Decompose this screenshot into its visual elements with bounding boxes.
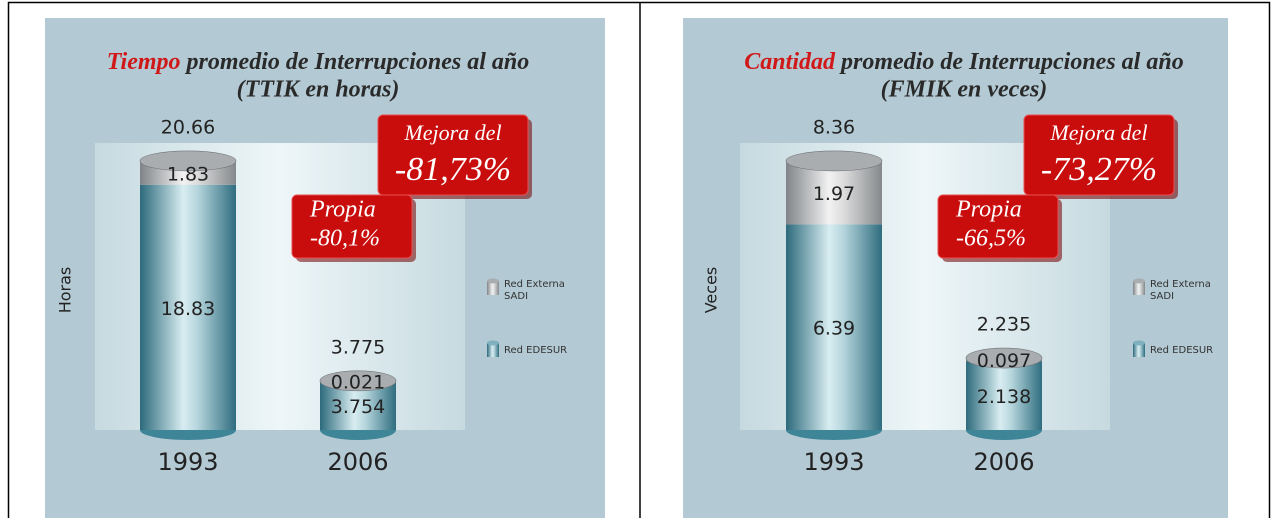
annotation-box [377,114,529,196]
annotation-text: Mejora del [1049,120,1147,145]
legend-label: Red EDESUR [504,345,567,356]
x-tick-label: 1993 [803,448,864,476]
legend-label: Red Externa [504,279,565,290]
legend-label: Red EDESUR [1150,345,1213,356]
annotation-box [1023,114,1175,196]
total-label: 2.235 [977,314,1031,336]
legend-swatch [1133,281,1145,295]
annotation-text: Propia [955,197,1022,223]
annotation-text: -81,73% [395,151,511,188]
title-highlight: Tiempo [107,49,181,75]
table-border [7,1,1271,518]
legend-swatch-cap [1133,340,1145,346]
segment-label: 1.97 [813,183,855,205]
legend-swatch [1133,343,1145,357]
y-axis-label: Horas [56,267,75,314]
title-text: promedio de Interrupciones al año [185,49,530,75]
annotation-text: Propia [309,197,376,223]
annotation-text: -80,1% [310,226,380,252]
legend-swatch-cap [487,340,499,346]
segment-label: 1.83 [167,163,209,185]
legend-label: Red Externa [1150,279,1211,290]
cylinder-cap [319,370,397,392]
bar-segment [140,184,236,430]
segment-label: 0.021 [331,371,385,393]
bar-segment [786,160,882,225]
total-label: 3.775 [331,336,385,358]
annotation-text: -73,27% [1041,151,1157,188]
segment-label: 2.138 [977,386,1031,408]
segment-label: 6.39 [813,318,855,340]
total-label: 8.36 [813,116,855,138]
legend-swatch-cap [1133,278,1145,284]
segment-label: 18.83 [161,298,215,320]
x-tick-label: 1993 [157,448,218,476]
cylinder-cap [965,347,1043,369]
legend-label: SADI [1150,291,1174,302]
segment-label: 3.754 [331,396,385,418]
chart-subtitle: (TTIK en horas) [237,77,400,103]
legend-swatch [487,281,499,295]
title-text: promedio de Interrupciones al año [839,49,1184,75]
annotation-box [937,194,1059,259]
total-label: 20.66 [161,116,215,138]
cylinder-cap [139,150,237,172]
title-highlight: Cantidad [744,49,836,75]
legend-swatch [487,343,499,357]
annotation-text: Mejora del [403,120,501,145]
x-tick-label: 2006 [973,448,1034,476]
segment-label: 0.097 [977,350,1031,372]
bar-segment [786,224,882,430]
bar-segment [966,361,1042,430]
chart-title: Tiempo promedio de Interrupciones al año [107,49,529,75]
chart-title: Cantidad promedio de Interrupciones al a… [744,49,1183,75]
annotation-box [291,194,413,259]
chart-subtitle: (FMIK en veces) [881,77,1048,103]
y-axis-label: Veces [702,267,721,314]
x-tick-label: 2006 [327,448,388,476]
cylinder-cap [785,150,883,172]
legend-swatch-cap [487,278,499,284]
legend-label: SADI [504,291,528,302]
annotation-text: -66,5% [956,226,1026,252]
